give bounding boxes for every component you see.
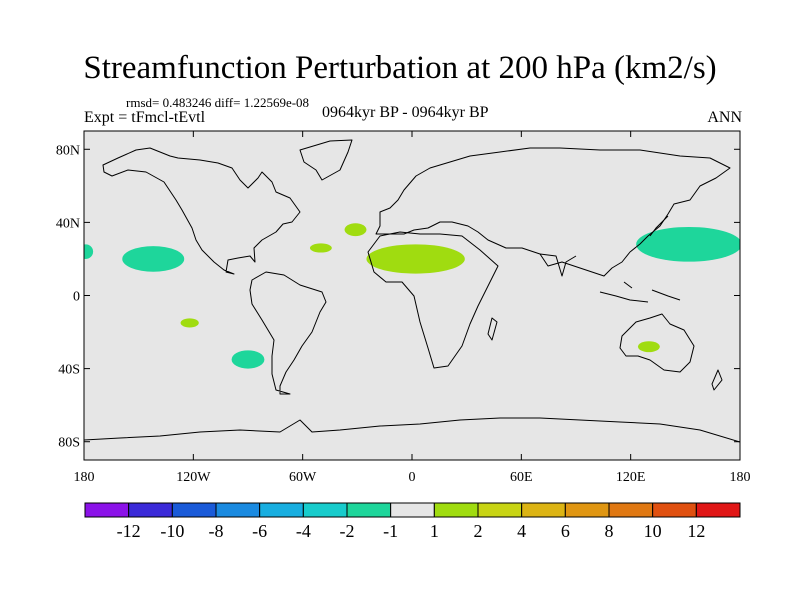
coast-india [539,253,577,277]
colorbar-label: -2 [340,521,355,541]
colorbar-swatch [608,502,654,518]
anomaly-sahara-positive [366,244,465,274]
colorbar-label: -10 [160,521,184,541]
colorbar-label: 10 [644,521,662,541]
colorbar-label: 12 [687,521,705,541]
colorbar-swatch [433,502,479,518]
map-background [84,131,740,460]
colorbar-swatch [564,502,610,518]
colorbar-swatch [477,502,523,518]
lat-tick-label: 40S [58,363,80,378]
colorbar-swatch [215,502,261,518]
lon-tick-label: 120W [176,470,211,485]
lat-tick-label: 0 [73,290,80,305]
coast-new-zealand [711,369,723,391]
colorbar-swatch [84,502,130,518]
colorbar-swatch [346,502,392,518]
colorbar-label: -8 [209,521,224,541]
colorbar-swatch [259,502,304,518]
colorbar-swatch [521,502,566,518]
anomaly-south-pacific-negative [231,350,265,369]
anomaly-atlantic-positive [309,243,332,253]
colorbar-label: -12 [117,521,141,541]
colorbar-swatch [302,502,348,518]
anomaly-east-pacific-negative [122,246,185,272]
anomaly-south-pacific-small-positive [180,318,199,328]
coast-africa [367,231,499,369]
lon-tick-label: 180 [74,470,95,485]
coast-indonesia [599,281,681,303]
lon-tick-label: 0 [409,470,416,485]
coast-south-america [249,271,327,395]
coast-eurasia [375,147,731,277]
rmsd-diff-stats: rmsd= 0.483246 diff= 1.22569e-08 [126,95,310,110]
colorbar-label: -4 [296,521,311,541]
colorbar-label: 6 [561,521,570,541]
colorbar-label: -1 [383,521,398,541]
coast-antarctica [84,417,740,443]
coast-japan [649,215,669,237]
lon-tick-label: 60W [289,470,317,485]
lat-tick-label: 80N [56,143,80,158]
anomaly-azores-positive [344,223,367,237]
coast-north-america [102,147,301,275]
anomaly-north-pacific-negative [636,226,740,262]
colorbar-label: 8 [605,521,614,541]
lon-tick-label: 120E [616,470,646,485]
colorbar-swatch [128,502,173,518]
coast-australia [619,313,695,373]
colorbar-label: 2 [474,521,483,541]
colorbar-label: 4 [517,521,526,541]
colorbar-swatch [171,502,217,518]
lon-tick-label: 60E [510,470,533,485]
experiment-label: Expt = tFmcl-tEvtl [84,109,206,126]
period-label: 0964kyr BP - 0964kyr BP [322,104,489,121]
colorbar-label: 1 [430,521,439,541]
lat-tick-label: 80S [58,436,80,451]
lon-tick-label: 180 [730,470,751,485]
colorbar-label: -6 [252,521,267,541]
plot-title: Streamfunction Perturbation at 200 hPa (… [83,50,717,86]
coast-greenland [299,139,353,181]
anomaly-dateline-west-edge-negative [84,244,94,259]
colorbar-swatch [390,502,435,518]
colorbar-swatch [652,502,697,518]
colorbar-swatch [695,502,741,518]
coast-madagascar [487,317,498,341]
season-label: ANN [707,109,742,126]
lat-tick-label: 40N [56,216,80,231]
anomaly-australia-positive [637,341,660,353]
